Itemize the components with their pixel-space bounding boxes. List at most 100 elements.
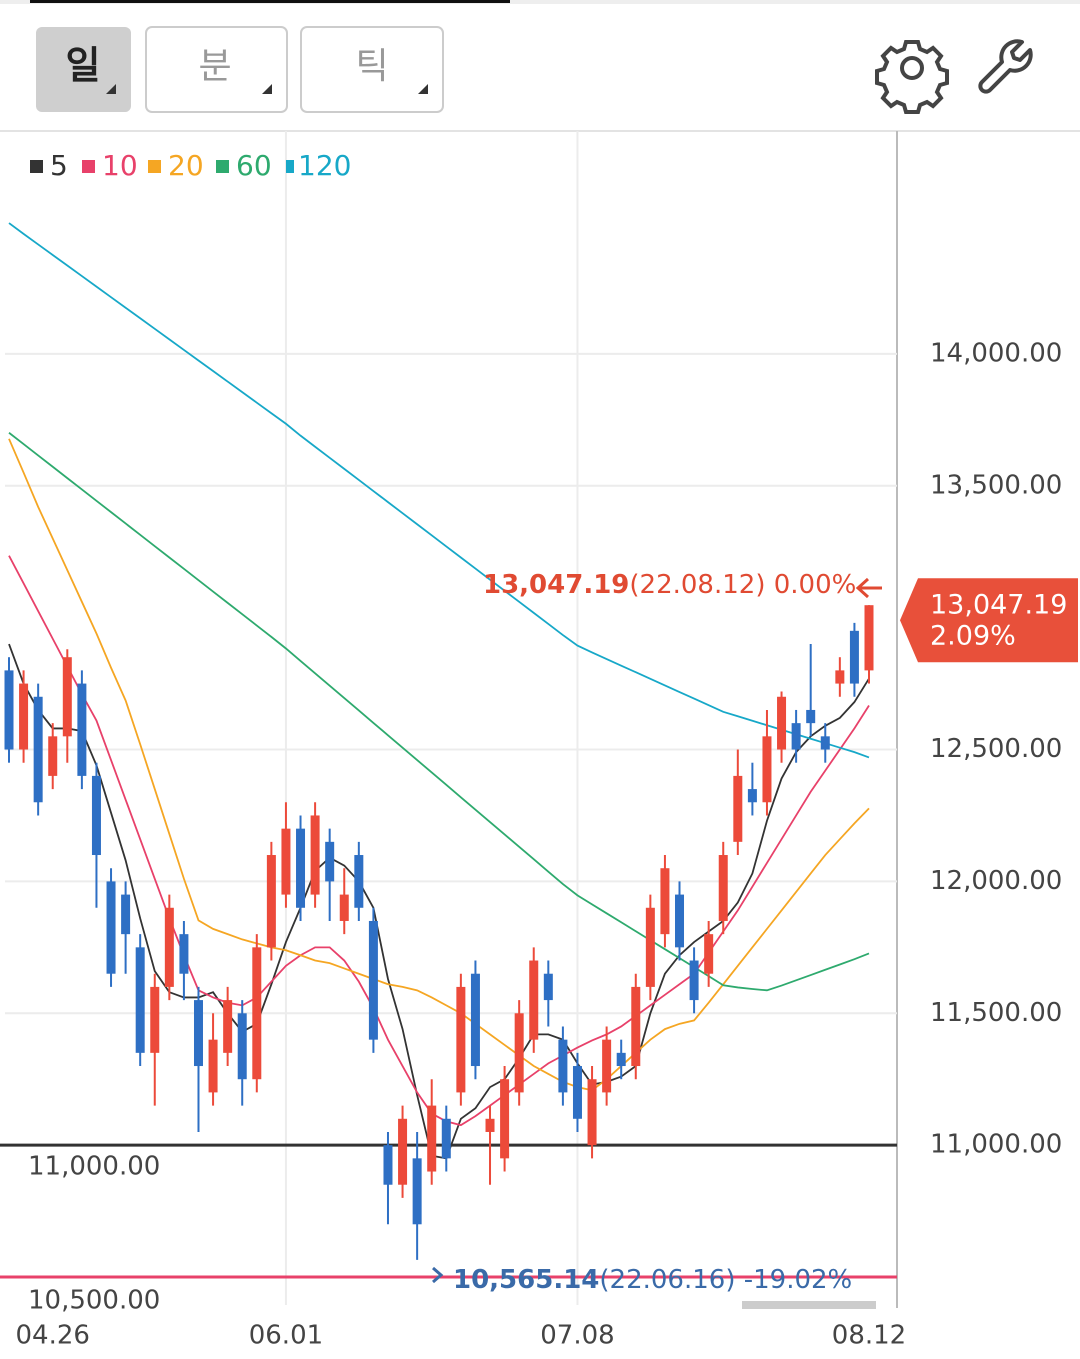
candle-body: [179, 934, 189, 974]
candle-body: [398, 1118, 408, 1185]
reference-label: 10,500.00: [28, 1286, 160, 1316]
candle-body: [62, 657, 72, 737]
candle-body: [835, 670, 845, 684]
legend-label: 20: [168, 149, 204, 182]
candle-body: [164, 907, 174, 987]
candle-body: [777, 696, 787, 750]
y-tick-label: 13,500.00: [930, 470, 1062, 500]
x-tick-label: 08.12: [832, 1321, 906, 1351]
tab-label: 분: [198, 46, 231, 87]
candle-body: [470, 973, 480, 1067]
settings-icon[interactable]: [875, 40, 949, 114]
wrench: [978, 39, 1033, 94]
candle-body: [412, 1158, 422, 1225]
scrollbar[interactable]: [742, 1301, 876, 1309]
legend-label: 10: [102, 149, 138, 182]
tab-caret: [418, 84, 428, 94]
legend-label: 60: [236, 149, 272, 182]
x-tick-label: 07.08: [540, 1321, 614, 1351]
candle-body: [193, 1000, 203, 1067]
max-arrow: [855, 577, 882, 599]
tab[interactable]: 분: [145, 26, 288, 113]
candle-body: [485, 1118, 495, 1132]
candle-body: [223, 1000, 233, 1053]
candle-body: [602, 1039, 612, 1093]
candle-body: [572, 1066, 582, 1119]
candle-body: [543, 973, 553, 1001]
min-arrow: [432, 1266, 444, 1284]
legend-label: 5: [50, 149, 68, 182]
candle-body: [747, 789, 757, 803]
tab[interactable]: 틱: [300, 26, 444, 113]
tab-caret: [106, 84, 116, 94]
candle-body: [4, 670, 14, 750]
candle-body: [310, 815, 320, 895]
price-tag: [900, 578, 1078, 663]
legend-swatch: [30, 160, 43, 173]
candle-body: [121, 894, 131, 935]
tools-icon[interactable]: [978, 39, 1033, 94]
candle-body: [864, 605, 874, 671]
candle-body: [718, 855, 728, 921]
candle-body: [237, 1013, 247, 1080]
tab-bg: [300, 26, 444, 113]
tab-caret: [262, 84, 272, 94]
tab-label: 일: [66, 44, 101, 88]
candle-body: [135, 947, 145, 1053]
candle-body: [354, 855, 364, 908]
ma-line: [8, 555, 870, 1127]
candle-body: [48, 736, 58, 776]
tab-label: 틱: [355, 46, 388, 87]
y-tick-label: 11,500.00: [930, 998, 1062, 1028]
candle-body: [427, 1105, 437, 1172]
top-bar-active: [30, 0, 510, 3]
ma-line: [8, 643, 870, 1160]
gear-center: [900, 56, 924, 80]
candle-body: [208, 1039, 218, 1093]
candle-body: [252, 947, 262, 1080]
candle-body: [383, 1145, 393, 1185]
top-bar: [0, 0, 1080, 4]
candle-body: [616, 1052, 626, 1067]
ma-line: [8, 222, 870, 759]
min-text: (22.06.16) -19.02%: [599, 1265, 852, 1295]
x-tick-label: 06.01: [249, 1321, 323, 1351]
candle-body: [325, 841, 335, 882]
candle-body: [19, 683, 29, 750]
legend-swatch: [286, 160, 294, 173]
candle-body: [849, 630, 859, 684]
candle-body: [368, 920, 378, 1040]
candle-body: [733, 775, 743, 842]
candle-body: [762, 736, 772, 803]
candle-body: [514, 1013, 524, 1093]
legend-swatch: [82, 160, 95, 173]
candle-body: [820, 736, 830, 750]
min-value: 10,565.14: [453, 1265, 599, 1295]
candle-body: [150, 986, 160, 1053]
y-tick-label: 12,000.00: [930, 866, 1062, 896]
candle-body: [791, 723, 801, 750]
candle-body: [806, 709, 816, 724]
legend-swatch: [216, 160, 229, 173]
max-annotation: 13,047.19(22.08.12) 0.00%: [483, 570, 856, 600]
tab[interactable]: 일: [36, 27, 131, 112]
candle-body: [441, 1118, 451, 1159]
legend-swatch: [148, 160, 161, 173]
candle-body: [106, 881, 116, 974]
max-text: (22.08.12) 0.00%: [629, 570, 856, 600]
y-tick-label: 11,000.00: [930, 1130, 1062, 1160]
candle-body: [296, 828, 306, 908]
candle-body: [645, 907, 655, 987]
price-tag-change: 2.09%: [930, 621, 1016, 652]
gear: [875, 40, 949, 114]
ma-line: [8, 438, 870, 1092]
candle-body: [704, 934, 714, 974]
x-tick-label: 04.26: [16, 1321, 90, 1351]
candle-body: [660, 868, 670, 935]
candle-body: [631, 986, 641, 1067]
candle-body: [33, 696, 43, 803]
min-annotation: 10,565.14(22.06.16) -19.02%: [453, 1265, 852, 1295]
reference-label: 11,000.00: [28, 1152, 160, 1182]
y-tick-label: 14,000.00: [930, 338, 1062, 368]
candle-body: [558, 1039, 568, 1093]
